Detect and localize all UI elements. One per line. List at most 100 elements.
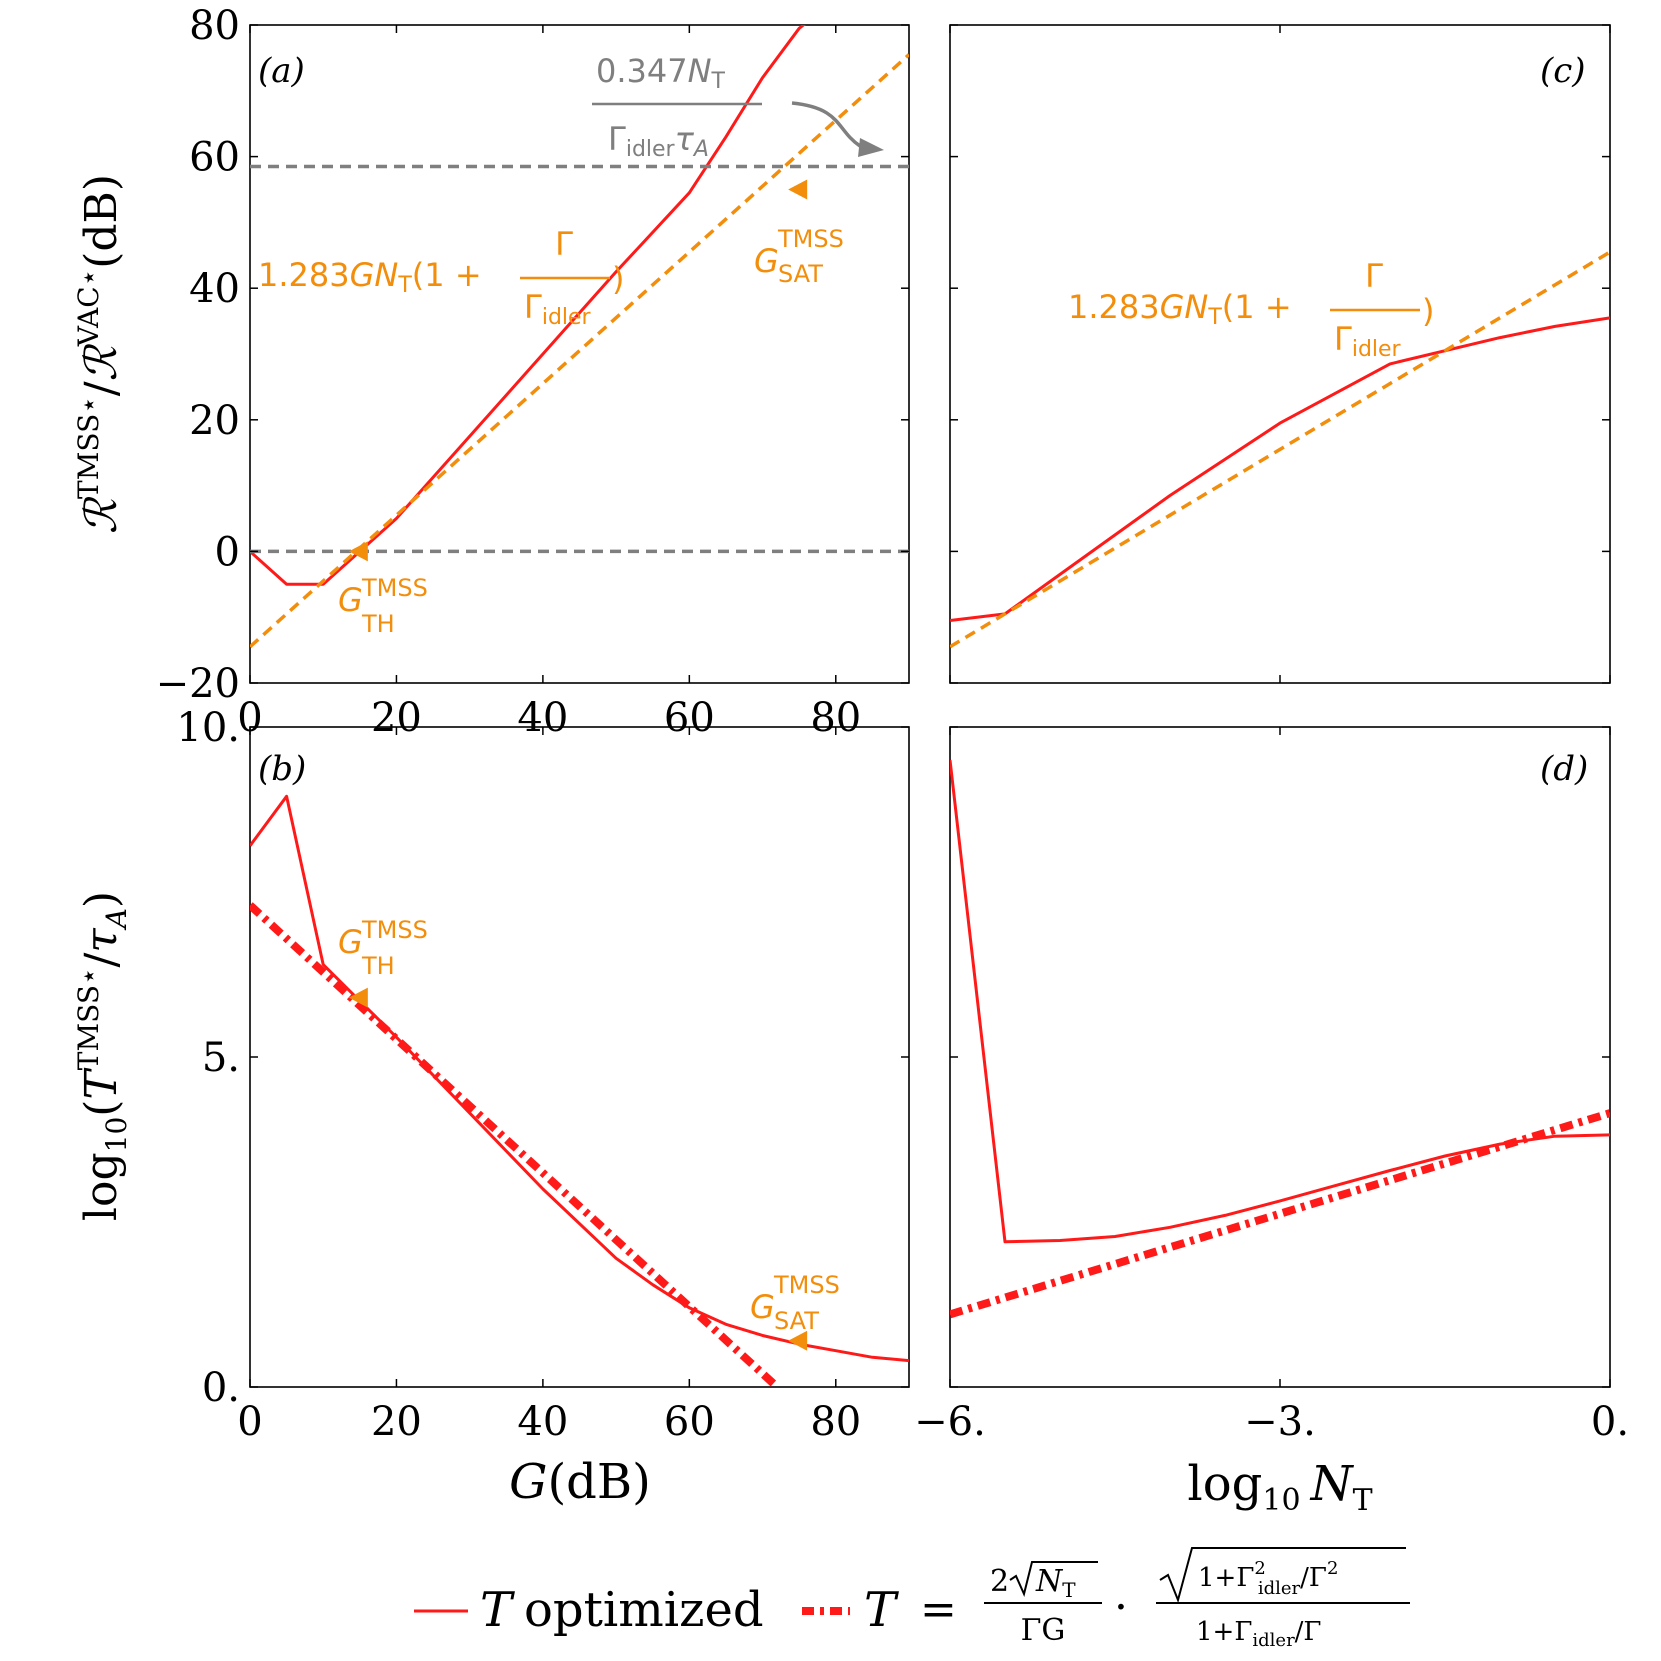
panel-b-xtick-label: 40: [517, 1399, 568, 1445]
legend-frac1-radicand: NT: [1035, 1564, 1076, 1602]
legend-frac2-den: 1+Γidler/Γ: [1196, 1617, 1321, 1651]
ylab-top-slash: /: [76, 381, 127, 396]
panel-d-xtick-label: 0.: [1591, 1399, 1629, 1445]
legend-frac2-num-tail-sup: 2: [1327, 1558, 1338, 1579]
ylab-bot-over: /: [76, 952, 127, 967]
svg-text:Γidler: Γidler: [1334, 320, 1402, 362]
panel-a-data: [250, 25, 909, 649]
legend-dot: ·: [1114, 1582, 1128, 1633]
panel-b-gsat-label: G TMSS SAT: [750, 1271, 840, 1335]
panel-b-label: (b): [258, 749, 306, 789]
ylab-bot-tau-sub: A: [100, 908, 133, 931]
panel-a-ytick-label: 0: [215, 529, 240, 575]
panel-a-ytick-label: 20: [189, 398, 240, 444]
ylab-bot-T: T: [76, 1067, 127, 1100]
annot-c-T: T: [1207, 305, 1222, 330]
gth-a-sub: TH: [361, 610, 395, 638]
annot-sat-T: T: [711, 69, 726, 94]
panel-a-frame: [249, 24, 910, 684]
gth-a-G: G: [338, 581, 363, 619]
ylab-bot-open: (: [76, 1100, 127, 1117]
xlab-right-log-sub: 10: [1262, 1483, 1300, 1518]
ylab-top-unit: (dB): [76, 174, 127, 269]
svg-text:0.347NT: 0.347NT: [596, 52, 726, 94]
panel-b-ytick-label: 5.: [202, 1035, 240, 1081]
gth-a-sup: TMSS: [361, 574, 428, 602]
panel-a-series-r-optimized: [250, 25, 806, 586]
panel-b-series-t-approximation: [250, 902, 780, 1387]
annot-a-paren: (1 +: [412, 256, 482, 294]
annot-sat-den: Γ: [608, 120, 626, 158]
panel-a-gsat-label: G TMSS SAT: [754, 225, 844, 288]
gsat-b-G: G: [750, 1288, 775, 1326]
legend-frac2-sqrt: [1159, 1547, 1406, 1604]
y-axis-label-bottom: log10(TTMSS⋆/τA): [72, 891, 133, 1221]
annot-sat-num: 0.347: [596, 52, 688, 90]
legend-solid-T: T: [480, 1582, 515, 1638]
panel-d-xtick-label: −3.: [1244, 1399, 1316, 1445]
legend-frac2-num-sub: idler: [1258, 1578, 1301, 1599]
panel-d-label: (d): [1540, 749, 1588, 789]
panel-d-frame: [949, 726, 1611, 1388]
svg-text:ΓidlerτA: ΓidlerτA: [608, 120, 709, 162]
legend-dashdot-T-glyph: T: [864, 1582, 899, 1638]
annot-c-paren: (1 +: [1222, 288, 1292, 326]
xlab-left-unit: (dB): [547, 1454, 650, 1510]
panel-c-asymptote-annotation: 1.283GNT(1 + Γ Γidler ): [1068, 257, 1434, 362]
svg-text:G: G: [750, 1288, 775, 1326]
annot-sat-tau: τ: [675, 120, 695, 158]
legend-frac1-den: ΓG: [1021, 1613, 1066, 1648]
panel-d-series-t-approximation: [950, 1109, 1610, 1319]
xlab-right-log: log: [1187, 1456, 1262, 1512]
svg-text:G: G: [338, 923, 363, 961]
gsat-b-sub: SAT: [774, 1307, 819, 1335]
ylab-top-sup1: TMSS⋆: [72, 396, 105, 499]
annot-sat-arrowhead: [858, 138, 884, 157]
panel-c-series-r-optimized: [950, 316, 1610, 622]
gth-b-sup: TMSS: [361, 916, 428, 944]
annot-c-den: Γ: [1334, 320, 1352, 358]
annot-sat-arrow: [791, 101, 861, 148]
svg-text:1.283GNT(1 +: 1.283GNT(1 +: [1068, 288, 1292, 330]
panel-a-asymptote-annotation: 1.283GNT(1 + Γ Γidler ): [258, 225, 624, 330]
xlab-right-N: N: [1310, 1456, 1355, 1512]
x-axis-label-left: G(dB): [509, 1454, 651, 1510]
panel-d-xtick-label: −6.: [914, 1399, 986, 1445]
annot-a-N: N: [374, 256, 398, 294]
panel-d-data: [950, 759, 1610, 1319]
ylab-top-R: ℛ: [76, 496, 127, 534]
annot-c-G: G: [1160, 288, 1185, 326]
legend-solid-text: optimized: [524, 1582, 764, 1638]
legend-frac2-den-tail: /Γ: [1295, 1617, 1322, 1647]
panel-a-saturation-annotation: 0.347NT ΓidlerτA: [592, 52, 762, 162]
ylab-bot-log-sub: 10: [100, 1117, 133, 1153]
legend-frac2-den-sub: idler: [1252, 1630, 1295, 1651]
svg-text:G: G: [754, 242, 779, 280]
panel-a-ytick-label: 60: [189, 135, 240, 181]
legend-dashdot-T: T: [864, 1582, 899, 1638]
legend-frac2-num-base: 1+Γ: [1198, 1563, 1254, 1593]
annot-c-num: Γ: [1365, 257, 1383, 295]
legend-frac2-num-sup: 2: [1254, 1558, 1265, 1579]
panel-b-series-t-optimized: [250, 794, 909, 1363]
panel-b-marker-g-sat: [788, 1330, 808, 1351]
annot-a-den: Γ: [524, 288, 542, 326]
legend-frac1-two: 2: [990, 1564, 1009, 1599]
x-axis-label-right: log10 NT: [1187, 1456, 1372, 1518]
y-axis-label-top: ℛTMSS⋆/ℛVAC⋆(dB): [72, 174, 127, 534]
panel-a-series-asymptote: [250, 53, 909, 649]
annot-sat-N: N: [688, 52, 712, 90]
panel-b-ytick-label: 10.: [176, 705, 240, 751]
panel-b-data: [250, 794, 909, 1387]
legend-frac2-num-tail: /Γ: [1300, 1563, 1327, 1593]
panel-c-frame: [949, 24, 1611, 684]
legend-frac1-T: T: [1062, 1578, 1076, 1602]
ylab-bot-log: log: [76, 1152, 127, 1221]
panel-a-marker-g-sat: [788, 179, 808, 200]
gsat-a-sup: TMSS: [777, 225, 844, 253]
ylab-top-sup2: VAC⋆: [72, 269, 105, 348]
annot-a-close: ): [612, 260, 624, 298]
